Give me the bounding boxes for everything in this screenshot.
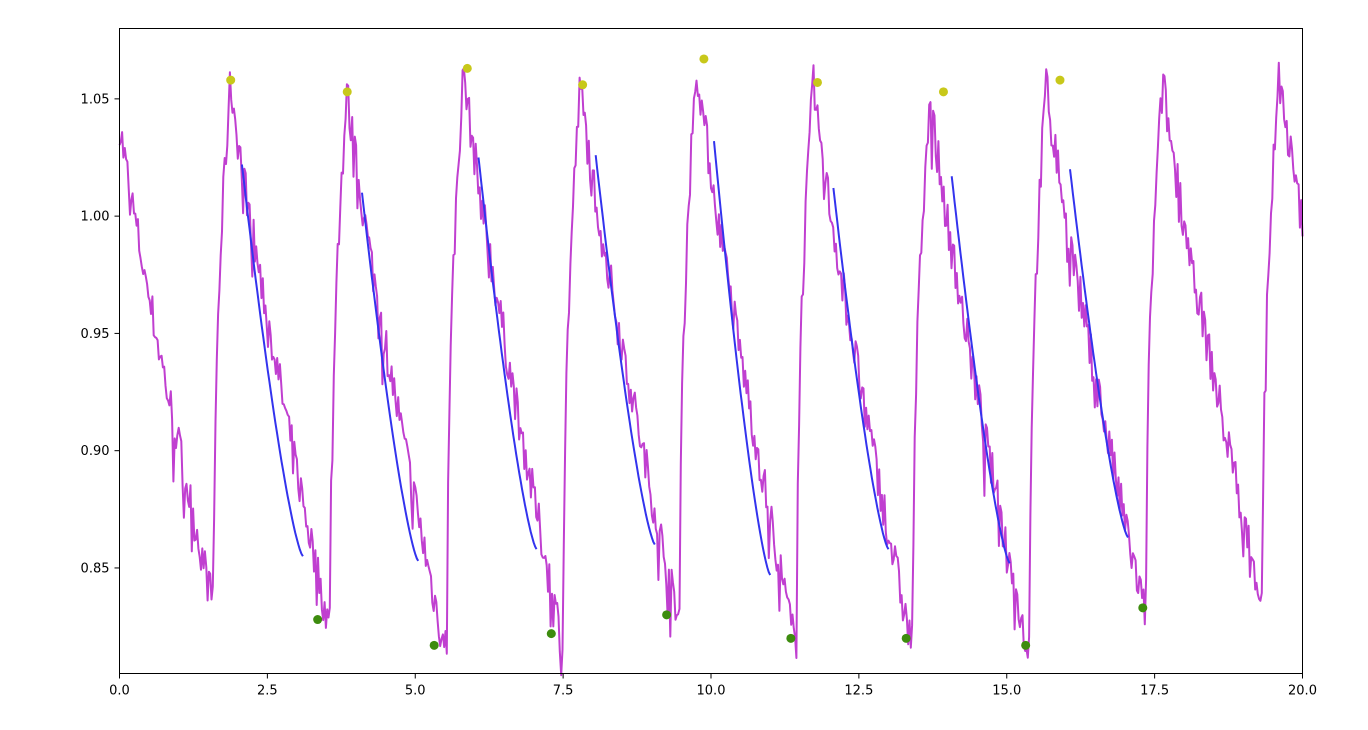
peak-point	[812, 77, 822, 87]
fit-segment	[477, 157, 538, 550]
trough-point	[901, 633, 911, 643]
y-tick-label: 0.90	[81, 444, 110, 459]
x-tick-label: 7.5	[553, 684, 574, 699]
fit-segment	[240, 164, 304, 557]
x-tick-label: 0.0	[109, 684, 130, 699]
signal-series	[118, 61, 1304, 677]
x-tick-label: 12.5	[844, 684, 873, 699]
y-tick-label: 1.05	[81, 92, 110, 107]
x-tick-label: 20.0	[1288, 684, 1317, 699]
peak-point	[226, 75, 236, 85]
fit-segment	[713, 141, 772, 576]
trough-point	[546, 629, 556, 639]
fit-segment	[832, 187, 890, 550]
x-tick-label: 17.5	[1140, 684, 1169, 699]
x-tick-label: 10.0	[697, 684, 726, 699]
peak-point	[578, 80, 588, 90]
x-tick-label: 2.5	[257, 684, 278, 699]
trough-point	[1138, 603, 1148, 613]
x-tick-label: 15.0	[992, 684, 1021, 699]
peak-point	[699, 54, 709, 64]
y-tick-label: 0.95	[81, 327, 110, 342]
peak-point	[1055, 75, 1065, 85]
trough-markers	[313, 603, 1148, 650]
fit-segment	[950, 176, 1011, 564]
peak-point	[462, 63, 472, 73]
signal-line	[118, 61, 1304, 677]
trough-point	[786, 633, 796, 643]
x-axis: 0.0 2.5 5.0 7.5 10.0 12.5 15.0 17.5 20.0	[109, 673, 1317, 699]
fit-segment	[594, 155, 656, 545]
x-tick-label: 5.0	[405, 684, 426, 699]
trough-point	[429, 640, 439, 650]
fit-segment	[361, 192, 420, 562]
y-tick-label: 0.85	[81, 561, 110, 576]
peak-point	[342, 87, 352, 97]
peak-point	[938, 87, 948, 97]
y-axis: 0.85 0.90 0.95 1.00 1.05	[81, 92, 120, 576]
fit-segment	[1069, 169, 1129, 538]
trough-point	[1021, 640, 1031, 650]
fit-series	[240, 141, 1129, 576]
y-tick-label: 1.00	[81, 210, 110, 225]
peak-markers	[226, 54, 1065, 97]
trough-point	[662, 610, 672, 620]
trough-point	[313, 615, 323, 625]
